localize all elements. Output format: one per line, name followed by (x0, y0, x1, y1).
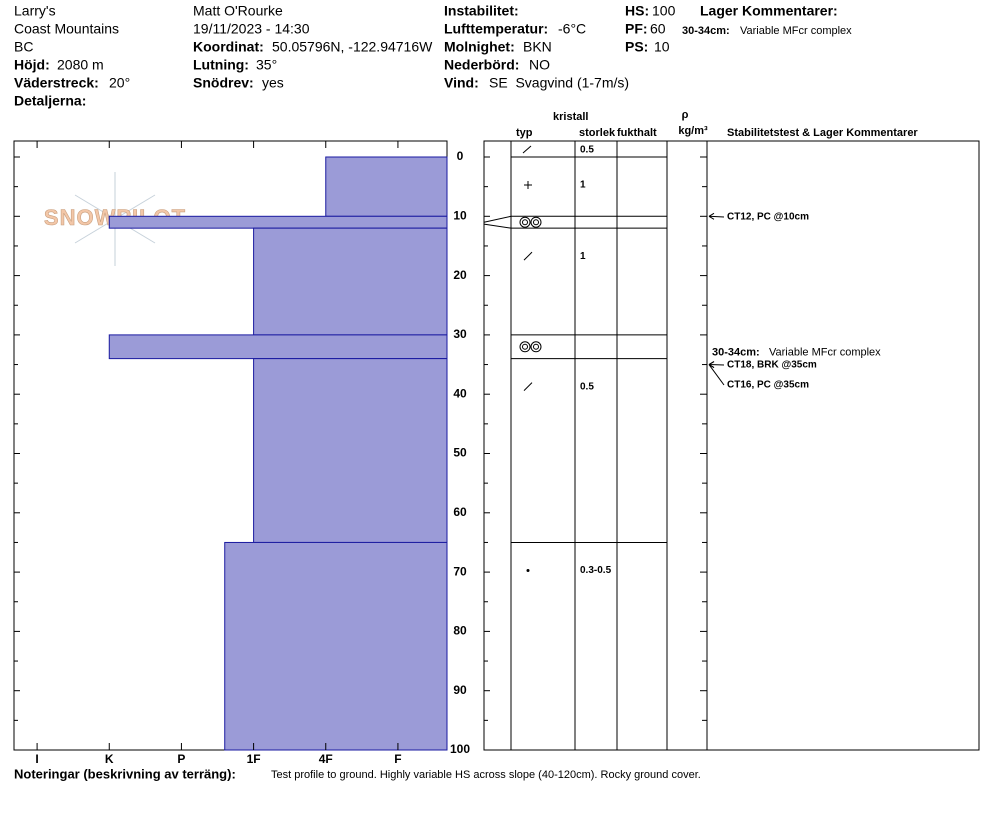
y-tick-label: 80 (453, 624, 467, 638)
grain-size: 1 (580, 180, 586, 191)
region: BC (14, 39, 33, 55)
x-tick-label: 1F (247, 752, 261, 766)
x-tick-label: K (105, 752, 114, 766)
value: 35° (256, 57, 277, 73)
value: 50.05796N, -122.94716W (272, 39, 433, 55)
label: Väderstreck: (14, 75, 99, 91)
grain-symbol (530, 216, 542, 228)
x-tick-label: I (35, 752, 38, 766)
column-header: Stabilitetstest & Lager Kommentarer (727, 127, 918, 139)
y-tick-label: 0 (457, 149, 464, 163)
label: Lager Kommentarer: (700, 3, 838, 19)
table-frame (483, 140, 980, 751)
y-tick-label: 100 (450, 742, 470, 756)
test-label: CT12, PC @10cm (727, 212, 809, 223)
y-tick-label: 20 (453, 268, 467, 282)
grain-symbol (533, 343, 539, 350)
hardness-bar (108, 215, 448, 229)
datetime: 19/11/2023 - 14:30 (193, 21, 310, 37)
grain-symbol (526, 568, 530, 572)
observer: Matt O'Rourke (193, 3, 283, 19)
place: Larry's (14, 3, 56, 19)
label: PS: (625, 39, 648, 55)
hardness-bar (108, 334, 448, 360)
y-tick-label: 50 (453, 446, 467, 460)
comment-range: 30-34cm: (682, 25, 730, 37)
value: SE Svagvind (1-7m/s) (489, 75, 629, 91)
test-label: CT16, PC @35cm (727, 380, 809, 391)
value: 2080 m (57, 57, 104, 73)
y-tick-label: 70 (453, 564, 467, 578)
column-header: kristall (553, 111, 588, 123)
comment-range: 30-34cm: (712, 347, 760, 359)
hardness-bar (224, 541, 448, 751)
label: Detaljerna: (14, 93, 86, 109)
value: 20° (109, 75, 130, 91)
label: Nederbörd: (444, 57, 519, 73)
test-arrow (708, 361, 725, 386)
grain-symbol (530, 341, 542, 353)
grain-symbol (519, 341, 531, 353)
label: Vind: (444, 75, 479, 91)
grain-symbol (524, 181, 532, 189)
grain-symbol (522, 343, 528, 350)
column-header: ρ (682, 109, 689, 121)
column-header: fukthalt (617, 127, 657, 139)
y-tick-label: 30 (453, 327, 467, 341)
notes-text: Test profile to ground. Highly variable … (271, 769, 701, 781)
x-tick-label: F (394, 752, 401, 766)
label: Koordinat: (193, 39, 264, 55)
value: NO (529, 57, 550, 73)
range: Coast Mountains (14, 21, 119, 37)
grain-size: 0.3-0.5 (580, 565, 612, 576)
grain-symbol (533, 219, 539, 226)
grain-symbol (523, 251, 533, 261)
value: BKN (523, 39, 552, 55)
value: yes (262, 75, 284, 91)
y-tick-label: 10 (453, 208, 467, 222)
test-arrow (708, 361, 725, 368)
column-header: typ (516, 127, 533, 139)
label: Molnighet: (444, 39, 515, 55)
value: 10 (654, 39, 670, 55)
value: 100 (652, 3, 676, 19)
hardness-bar (253, 227, 448, 336)
label: PF: (625, 21, 648, 37)
test-label: CT18, BRK @35cm (727, 360, 817, 371)
grain-symbol (522, 145, 532, 154)
test-arrow (708, 212, 725, 220)
comment-text: Variable MFcr complex (769, 347, 881, 359)
grain-size: 1 (580, 251, 586, 262)
grain-symbol (519, 216, 531, 228)
column-header: kg/m³ (678, 125, 708, 137)
label: Lufttemperatur: (444, 21, 548, 37)
y-tick-label: 40 (453, 386, 467, 400)
x-tick-label: 4F (319, 752, 333, 766)
column-header: storlek (579, 127, 616, 139)
y-tick-label: 60 (453, 505, 467, 519)
hardness-bar (253, 358, 448, 543)
value: -6°C (558, 21, 586, 37)
y-tick-label: 90 (453, 683, 467, 697)
grain-size: 0.5 (580, 145, 594, 156)
value: 60 (650, 21, 666, 37)
label: Höjd: (14, 57, 50, 73)
label: Lutning: (193, 57, 249, 73)
label: HS: (625, 3, 649, 19)
grain-symbol (522, 219, 528, 226)
x-tick-label: P (177, 752, 185, 766)
hardness-bar (325, 156, 448, 217)
comment-text: Variable MFcr complex (740, 25, 852, 37)
grain-size: 0.5 (580, 381, 594, 392)
label: Snödrev: (193, 75, 254, 91)
label: Instabilitet: (444, 3, 519, 19)
grain-symbol (523, 382, 533, 391)
connector (483, 215, 512, 229)
notes-label: Noteringar (beskrivning av terräng): (14, 766, 236, 781)
